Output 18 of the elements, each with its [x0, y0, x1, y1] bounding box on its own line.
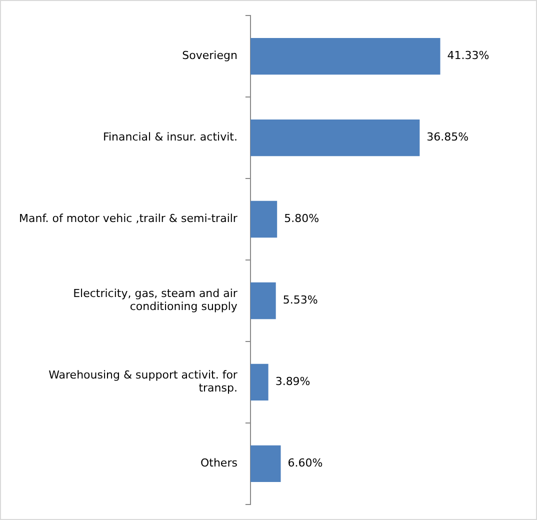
bar	[250, 38, 440, 75]
bar	[250, 200, 278, 238]
bar	[250, 282, 276, 320]
y-tick-label: Soveriegn	[182, 49, 238, 62]
y-tick-label: Financial & insur. activit.	[102, 130, 238, 144]
data-label: 36.85%	[426, 130, 469, 144]
y-tick-label: Warehousing & support activit. for transp.	[48, 368, 238, 395]
y-tick-label: Manf. of motor vehic ,trailr & semi-trailr	[19, 212, 238, 226]
bar	[250, 445, 281, 482]
bar	[250, 364, 268, 401]
data-label: 3.89%	[275, 375, 310, 388]
data-label: 41.33%	[447, 49, 490, 62]
data-label: 6.60%	[288, 456, 323, 470]
y-tick-label: Electricity, gas, steam and air conditioning supply	[73, 286, 238, 314]
y-tick-label: Others	[200, 456, 238, 470]
data-label: 5.53%	[282, 294, 318, 307]
bar	[250, 119, 420, 156]
data-label: 5.80%	[284, 212, 320, 226]
